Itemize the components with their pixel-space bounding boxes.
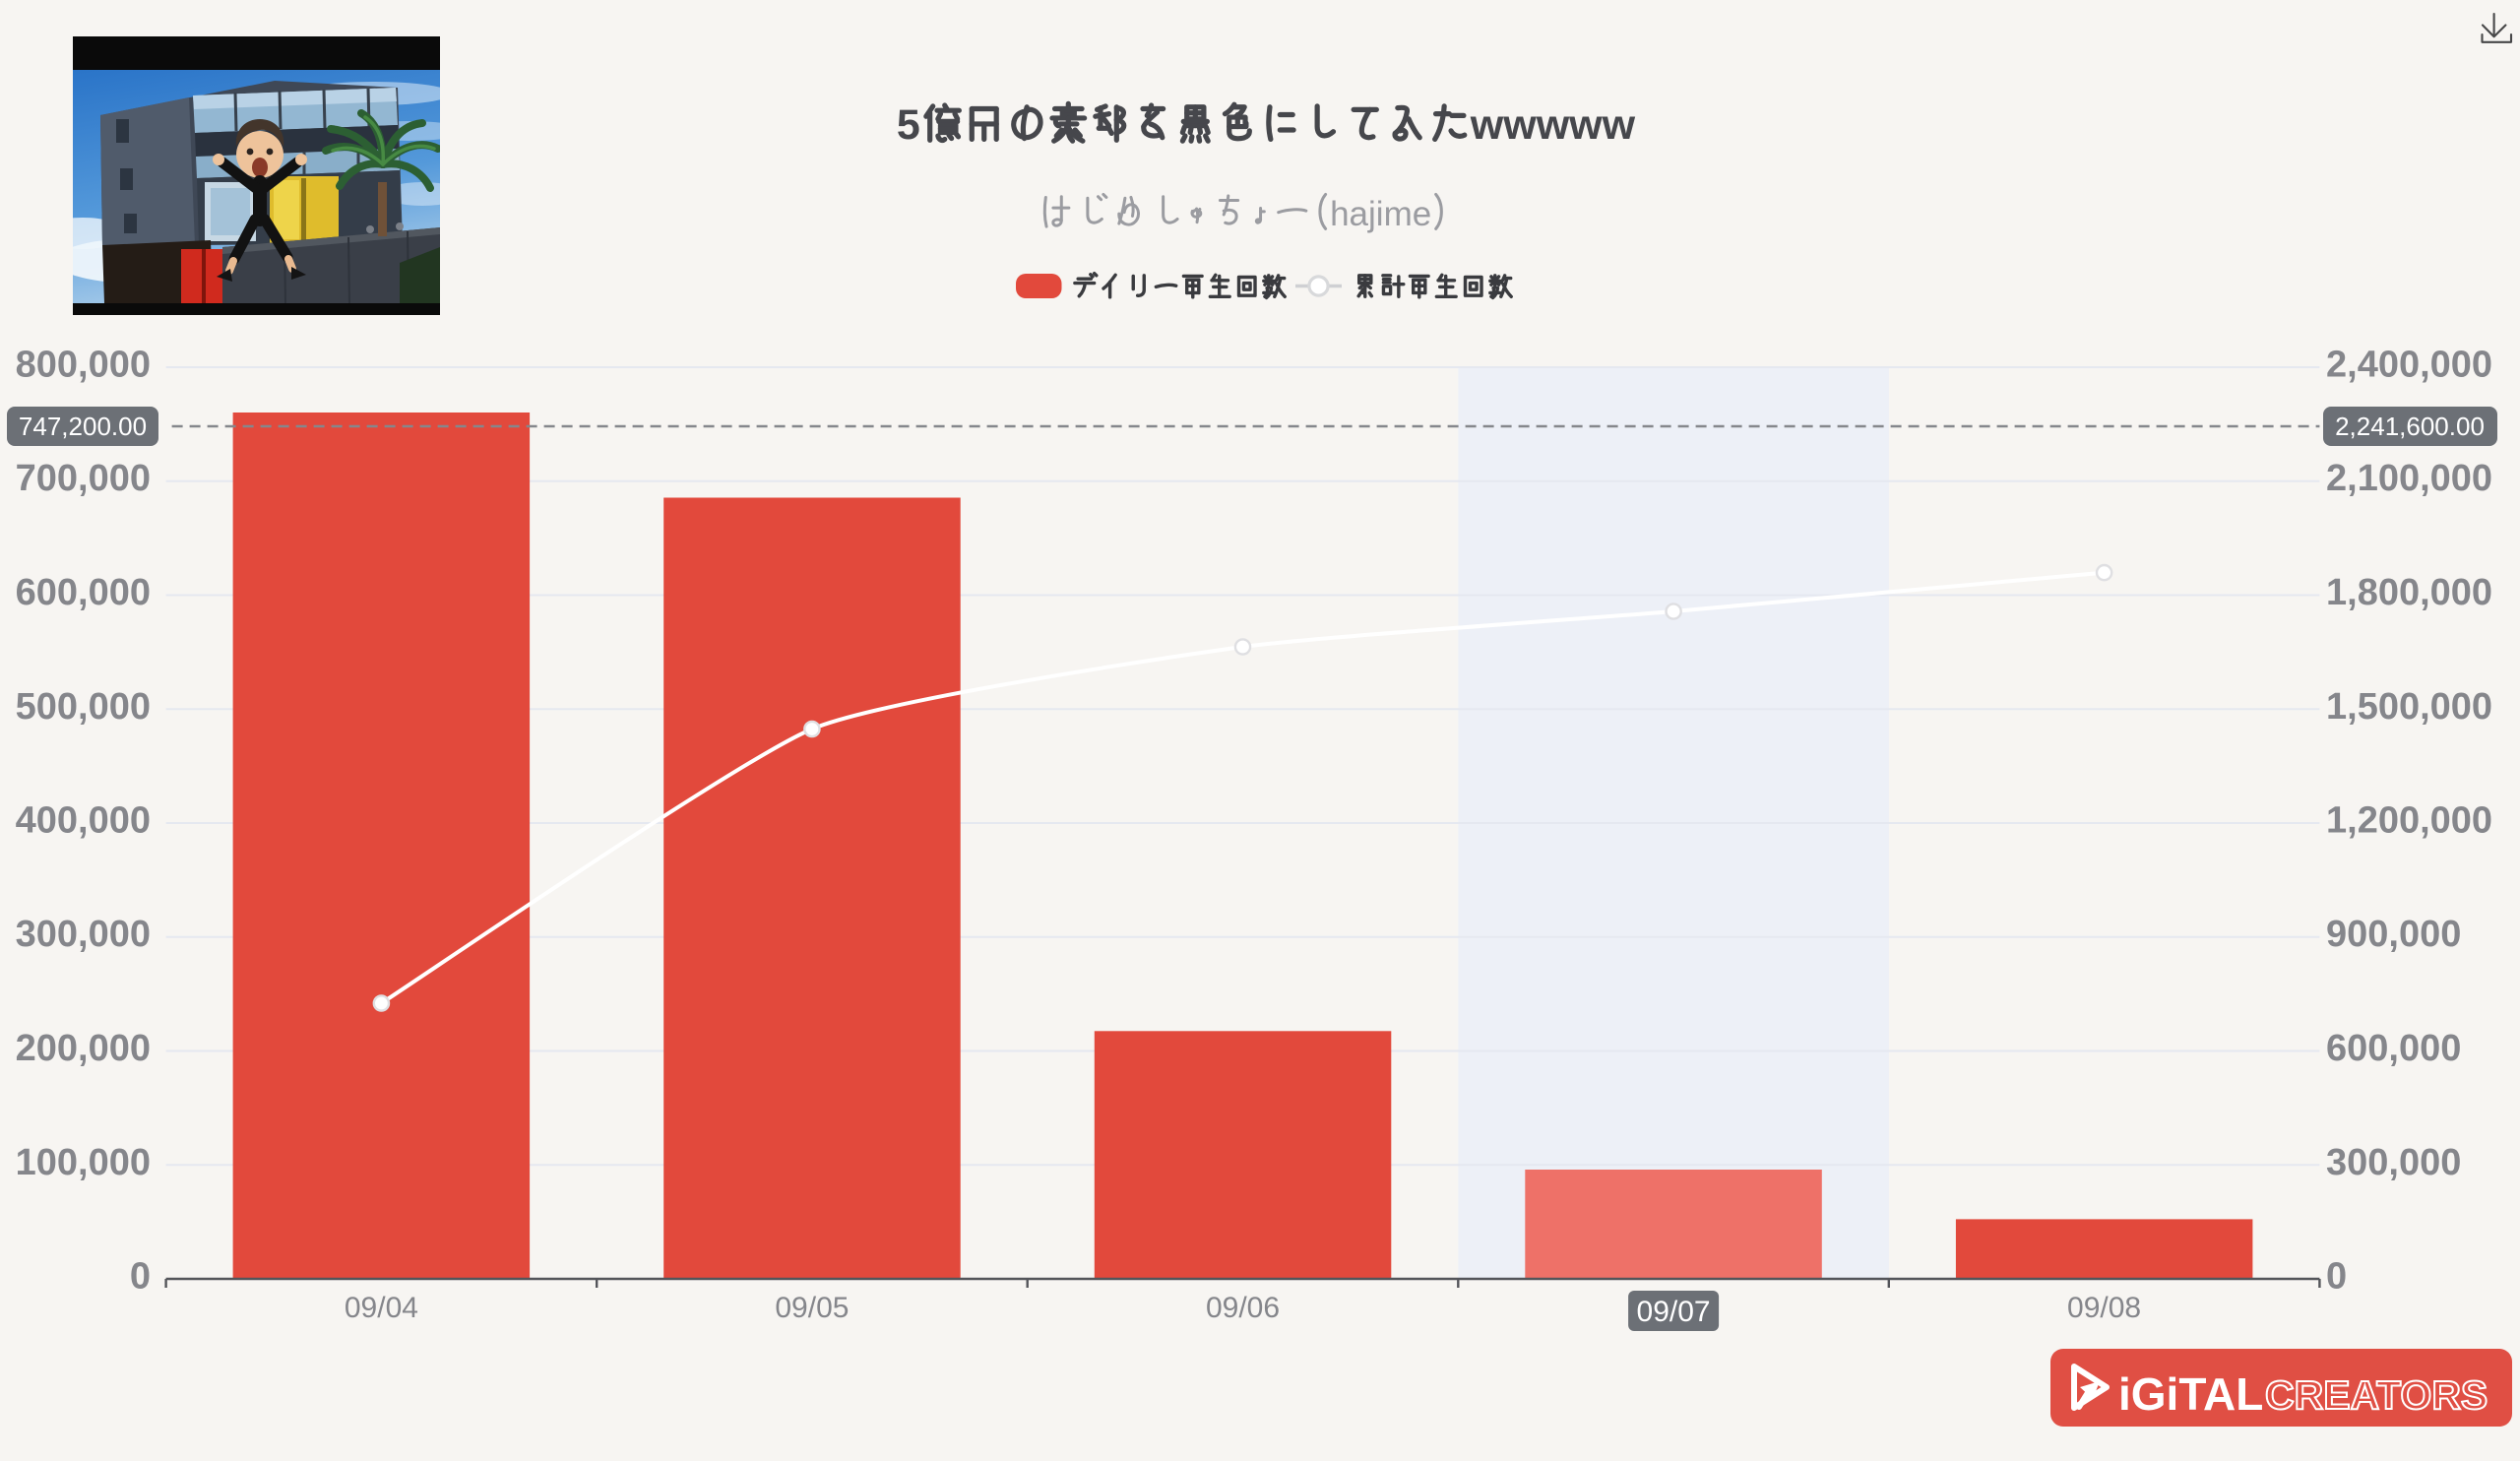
svg-text:2,241,600.00: 2,241,600.00 xyxy=(2335,412,2485,441)
svg-text:5: 5 xyxy=(897,101,920,149)
svg-text:1,200,000: 1,200,000 xyxy=(2326,800,2492,842)
svg-text:400,000: 400,000 xyxy=(16,800,151,842)
svg-text:600,000: 600,000 xyxy=(16,572,151,613)
svg-text:600,000: 600,000 xyxy=(2326,1028,2461,1069)
svg-text:747,200.00: 747,200.00 xyxy=(19,412,147,441)
svg-text:09/04: 09/04 xyxy=(345,1292,418,1324)
svg-text:09/06: 09/06 xyxy=(1206,1292,1280,1324)
svg-text:700,000: 700,000 xyxy=(16,458,151,499)
svg-text:200,000: 200,000 xyxy=(16,1028,151,1069)
svg-text:wwwww: wwwww xyxy=(1470,101,1636,149)
svg-text:2,400,000: 2,400,000 xyxy=(2326,345,2492,386)
svg-text:300,000: 300,000 xyxy=(16,914,151,955)
svg-text:300,000: 300,000 xyxy=(2326,1142,2461,1183)
svg-text:1,500,000: 1,500,000 xyxy=(2326,686,2492,728)
svg-text:900,000: 900,000 xyxy=(2326,914,2461,955)
svg-text:hajime: hajime xyxy=(1330,195,1431,233)
svg-text:09/08: 09/08 xyxy=(2067,1292,2141,1324)
svg-text:500,000: 500,000 xyxy=(16,686,151,728)
svg-text:iGiTAL: iGiTAL xyxy=(2118,1368,2263,1420)
svg-text:2,100,000: 2,100,000 xyxy=(2326,458,2492,499)
svg-text:800,000: 800,000 xyxy=(16,345,151,386)
svg-text:0: 0 xyxy=(130,1256,151,1298)
svg-text:CREATORS: CREATORS xyxy=(2265,1372,2488,1418)
svg-text:09/07: 09/07 xyxy=(1637,1296,1711,1328)
svg-text:100,000: 100,000 xyxy=(16,1142,151,1183)
svg-text:1,800,000: 1,800,000 xyxy=(2326,572,2492,613)
svg-text:09/05: 09/05 xyxy=(775,1292,849,1324)
svg-text:0: 0 xyxy=(2326,1256,2347,1298)
